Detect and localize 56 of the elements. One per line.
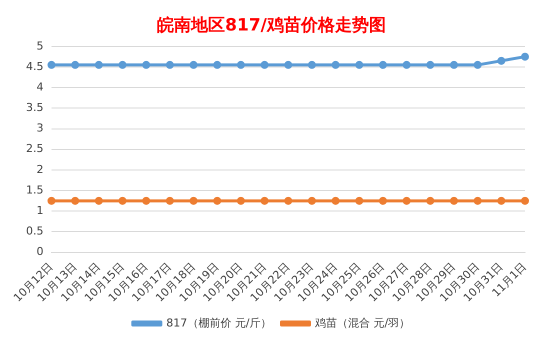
point (260, 60, 269, 69)
point (166, 196, 174, 205)
point (213, 196, 222, 205)
point (497, 56, 506, 65)
point (142, 60, 150, 69)
point (142, 196, 150, 205)
y-tick-label: 5 (36, 39, 44, 52)
point (450, 196, 458, 205)
point (190, 60, 198, 69)
point (71, 60, 80, 69)
point (426, 196, 434, 205)
point (94, 196, 103, 205)
legend-label: 鸡苗（混合 元/羽） (314, 316, 410, 330)
point (378, 60, 387, 69)
point (260, 196, 269, 205)
chart-title: 皖南地区817/鸡苗价格走势图 (157, 16, 386, 36)
point (284, 60, 292, 69)
point (426, 60, 434, 69)
y-tick-label: 0.5 (26, 224, 44, 238)
y-tick-label: 3 (36, 122, 44, 135)
point (332, 60, 340, 69)
point (71, 196, 80, 205)
point (355, 196, 364, 205)
point (402, 60, 411, 69)
y-tick-label: 3.5 (26, 101, 44, 114)
point (47, 196, 56, 205)
point (521, 196, 529, 205)
legend-label: 817（棚前价 元/斤） (166, 316, 272, 330)
y-tick-label: 1 (36, 204, 44, 217)
point (47, 60, 56, 69)
point (166, 60, 174, 69)
y-tick-label: 4.5 (26, 60, 44, 73)
point (284, 196, 292, 205)
point (497, 196, 506, 205)
point (355, 60, 364, 69)
point (308, 60, 316, 69)
point (521, 52, 529, 61)
point (332, 196, 340, 205)
y-tick-label: 1.5 (26, 183, 44, 196)
point (236, 60, 245, 69)
point (474, 196, 482, 205)
y-tick-label: 0 (36, 245, 44, 258)
point (474, 60, 482, 69)
point (378, 196, 387, 205)
point (402, 196, 411, 205)
point (450, 60, 458, 69)
y-tick-label: 4 (36, 80, 44, 94)
point (190, 196, 198, 205)
point (118, 60, 127, 69)
point (118, 196, 127, 205)
y-tick-label: 2.5 (26, 142, 44, 156)
point (213, 60, 222, 69)
point (236, 196, 245, 205)
y-tick-label: 2 (36, 162, 44, 176)
point (94, 60, 103, 69)
point (308, 196, 316, 205)
